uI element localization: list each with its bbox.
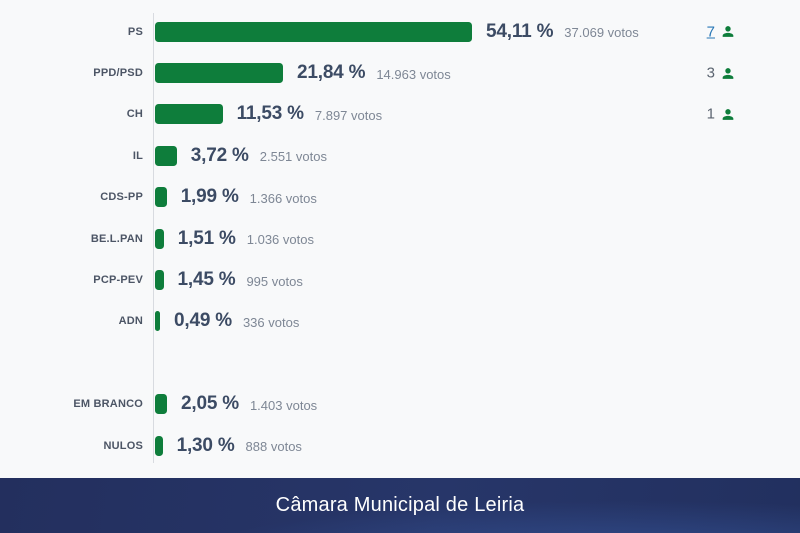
votes-value: 1.036 votos [246, 232, 314, 248]
party-label: EM BRANCO [73, 398, 143, 411]
result-row: PPD/PSD 21,84 % 14.963 votos 3 [0, 52, 800, 93]
result-row: IL 3,72 % 2.551 votos [0, 135, 800, 176]
party-label: NULOS [103, 439, 143, 452]
party-label: CH [126, 108, 143, 121]
result-bar[interactable] [155, 187, 167, 208]
result-bar[interactable] [155, 311, 160, 332]
party-label: CDS-PP [100, 191, 143, 204]
result-row: CDS-PP 1,99 % 1.366 votos [0, 177, 800, 218]
axis-line [153, 13, 154, 463]
party-label: BE.L.PAN [90, 232, 143, 245]
result-row: CH 11,53 % 7.897 votos 1 [0, 94, 800, 135]
seats-count: 3 [706, 64, 715, 82]
person-icon [722, 109, 734, 120]
seats-count[interactable]: 7 [706, 23, 715, 41]
percent-value: 0,49 % [174, 310, 232, 332]
result-row: PCP-PEV 1,45 % 995 votos [0, 259, 800, 300]
percent-value: 21,84 % [297, 62, 366, 84]
results-bar-chart: PS 54,11 % 37.069 votos 7 PPD/PSD 21,84 … [0, 11, 800, 467]
percent-value: 3,72 % [190, 144, 249, 166]
percent-value: 11,53 % [236, 103, 304, 125]
ballot-rows: EM BRANCO 2,05 % 1.403 votos NULOS 1,30 … [0, 384, 800, 467]
votes-value: 336 votos [242, 314, 300, 330]
seats-group: 7 [707, 23, 736, 40]
result-row: BE.L.PAN 1,51 % 1.036 votos [0, 218, 800, 259]
party-label: PCP-PEV [93, 274, 143, 287]
party-rows: PS 54,11 % 37.069 votos 7 PPD/PSD 21,84 … [0, 11, 800, 342]
percent-value: 1,99 % [180, 186, 239, 208]
result-row: ADN 0,49 % 336 votos [0, 301, 800, 342]
seats-count: 1 [706, 105, 715, 123]
result-bar[interactable] [155, 435, 163, 456]
result-bar[interactable] [155, 228, 164, 249]
result-row: NULOS 1,30 % 888 votos [0, 425, 800, 466]
votes-value: 1.366 votos [249, 190, 317, 206]
result-bar[interactable] [155, 270, 164, 291]
municipality-title: Câmara Municipal de Leiria [275, 494, 525, 516]
votes-value: 1.403 votos [249, 397, 318, 413]
person-icon [722, 67, 734, 79]
votes-value: 37.069 votos [564, 25, 639, 41]
result-bar[interactable] [155, 63, 283, 84]
votes-value: 888 votos [245, 439, 302, 455]
votes-value: 2.551 votos [259, 149, 327, 165]
party-label: ADN [118, 315, 143, 328]
result-bar[interactable] [155, 145, 177, 166]
percent-value: 2,05 % [181, 393, 239, 415]
result-bar[interactable] [155, 21, 472, 42]
party-label: IL [132, 149, 143, 162]
rows-divider-space [0, 342, 800, 383]
result-bar[interactable] [155, 394, 167, 415]
footer-bar: Câmara Municipal de Leiria [0, 478, 800, 533]
party-label: PS [127, 25, 143, 38]
result-bar[interactable] [155, 104, 223, 125]
result-row: EM BRANCO 2,05 % 1.403 votos [0, 384, 800, 425]
seats-group: 3 [707, 65, 736, 82]
result-row: PS 54,11 % 37.069 votos 7 [0, 11, 800, 52]
person-icon [722, 26, 734, 38]
votes-value: 7.897 votos [314, 107, 383, 123]
party-label: PPD/PSD [93, 67, 143, 80]
percent-value: 1,30 % [176, 434, 235, 456]
votes-value: 995 votos [246, 273, 303, 289]
seats-group: 1 [707, 106, 736, 123]
votes-value: 14.963 votos [376, 66, 451, 82]
percent-value: 54,11 % [486, 20, 554, 42]
percent-value: 1,51 % [177, 227, 236, 249]
percent-value: 1,45 % [177, 269, 236, 291]
